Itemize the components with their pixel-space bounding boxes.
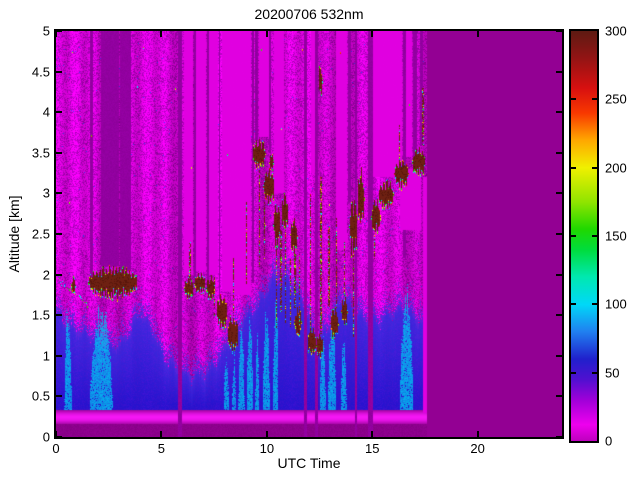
y-axis-label: Altitude [km] xyxy=(6,195,22,273)
x-tick-mark xyxy=(371,31,374,37)
y-tick-mark xyxy=(556,436,562,438)
colorbar-tick-label: 0 xyxy=(605,433,613,449)
chart-title: 20200706 532nm xyxy=(254,6,364,22)
y-tick-label: 1 xyxy=(42,348,50,364)
y-tick-mark xyxy=(56,314,62,317)
y-tick-mark xyxy=(556,192,562,195)
y-tick-label: 2 xyxy=(42,267,50,283)
y-tick-label: 2.5 xyxy=(31,226,50,242)
colorbar-tick-mark xyxy=(592,98,597,101)
colorbar-tick-mark xyxy=(592,235,597,237)
y-tick-mark xyxy=(56,151,62,154)
colorbar xyxy=(569,29,599,443)
x-tick-mark xyxy=(160,431,163,437)
x-tick-mark xyxy=(55,431,57,437)
y-tick-mark xyxy=(556,233,562,235)
colorbar-tick-mark xyxy=(571,303,576,306)
colorbar-tick-label: 150 xyxy=(605,228,627,244)
y-tick-mark xyxy=(556,111,562,114)
x-tick-label: 20 xyxy=(470,441,485,456)
colorbar-tick-label: 300 xyxy=(605,23,627,39)
y-tick-mark xyxy=(56,273,62,276)
colorbar-tick-mark xyxy=(571,98,576,101)
heatmap-canvas xyxy=(56,31,562,437)
y-tick-label: 4.5 xyxy=(31,64,50,80)
y-tick-mark xyxy=(556,70,562,73)
colorbar-tick-label: 100 xyxy=(605,296,627,312)
colorbar-tick-label: 200 xyxy=(605,160,627,176)
colorbar-tick-mark xyxy=(592,371,597,374)
colorbar-tick-mark xyxy=(592,303,597,306)
x-tick-mark xyxy=(476,31,479,37)
y-tick-mark xyxy=(56,111,62,114)
y-tick-mark xyxy=(556,273,562,276)
y-tick-mark xyxy=(56,30,62,32)
x-tick-mark xyxy=(476,431,479,437)
x-axis-label: UTC Time xyxy=(277,455,341,471)
y-tick-mark xyxy=(56,354,62,357)
colorbar-tick-label: 50 xyxy=(605,365,620,381)
colorbar-tick-mark xyxy=(592,166,597,169)
y-tick-label: 5 xyxy=(42,23,50,39)
colorbar-tick-mark xyxy=(571,371,576,374)
x-tick-mark xyxy=(55,31,57,37)
colorbar-tick-label: 250 xyxy=(605,91,627,107)
colorbar-tick-mark xyxy=(571,235,576,237)
y-tick-mark xyxy=(556,30,562,32)
y-tick-mark xyxy=(56,233,62,235)
y-tick-label: 0 xyxy=(42,429,50,445)
y-tick-mark xyxy=(56,395,62,398)
y-tick-mark xyxy=(556,151,562,154)
x-tick-mark xyxy=(160,31,163,37)
x-tick-mark xyxy=(265,431,268,437)
x-tick-mark xyxy=(265,31,268,37)
colorbar-tick-mark xyxy=(571,166,576,169)
x-tick-label: 15 xyxy=(365,441,380,456)
y-tick-mark xyxy=(56,192,62,195)
y-tick-mark xyxy=(56,436,62,438)
y-tick-label: 4 xyxy=(42,104,50,120)
y-tick-label: 3 xyxy=(42,185,50,201)
y-tick-label: 3.5 xyxy=(31,145,50,161)
x-tick-label: 0 xyxy=(52,441,60,456)
y-tick-mark xyxy=(556,314,562,317)
y-tick-mark xyxy=(556,354,562,357)
x-tick-label: 10 xyxy=(259,441,275,456)
x-tick-mark xyxy=(371,431,374,437)
y-tick-mark xyxy=(56,70,62,73)
y-tick-label: 1.5 xyxy=(31,307,50,323)
y-tick-label: 0.5 xyxy=(31,388,50,404)
y-tick-mark xyxy=(556,395,562,398)
plot-area xyxy=(54,29,564,439)
x-tick-label: 5 xyxy=(157,441,166,456)
